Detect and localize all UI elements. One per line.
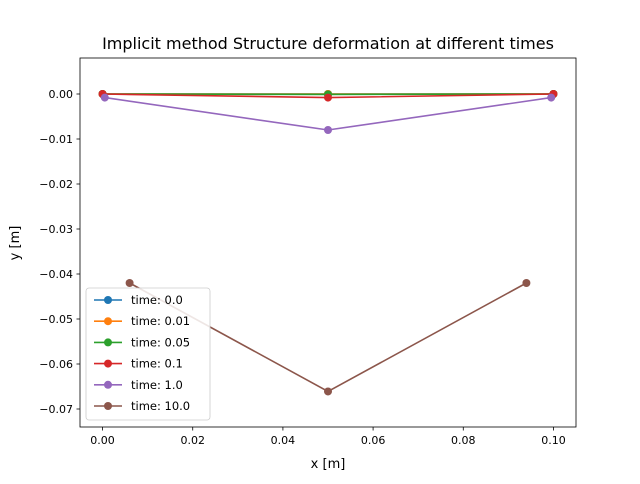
x-tick-label: 0.08 (451, 434, 476, 447)
y-tick-label: −0.03 (39, 223, 73, 236)
y-tick-label: −0.06 (39, 358, 73, 371)
y-tick-label: −0.07 (39, 403, 73, 416)
legend-label: time: 10.0 (131, 399, 190, 413)
legend-label: time: 0.1 (131, 357, 183, 371)
y-axis-label: y [m] (8, 226, 23, 261)
data-point-5-2 (522, 279, 530, 287)
x-tick-label: 0.10 (541, 434, 566, 447)
legend-marker-3 (104, 360, 112, 368)
data-point-3-1 (324, 94, 332, 102)
data-point-5-0 (126, 279, 134, 287)
legend-marker-2 (104, 338, 112, 346)
y-tick-label: 0.00 (49, 88, 74, 101)
y-tick-label: −0.04 (39, 268, 73, 281)
data-point-5-1 (324, 387, 332, 395)
chart-title: Implicit method Structure deformation at… (102, 34, 554, 53)
legend-marker-4 (104, 381, 112, 389)
y-tick-label: −0.02 (39, 178, 73, 191)
data-point-4-2 (547, 94, 555, 102)
legend-label: time: 0.01 (131, 314, 190, 328)
y-tick-label: −0.05 (39, 313, 73, 326)
data-point-4-1 (324, 126, 332, 134)
x-axis-label: x [m] (311, 457, 346, 472)
legend-marker-5 (104, 402, 112, 410)
y-tick-label: −0.01 (39, 133, 73, 146)
x-tick-label: 0.02 (180, 434, 205, 447)
x-tick-label: 0.06 (361, 434, 386, 447)
legend-marker-1 (104, 317, 112, 325)
x-tick-label: 0.00 (90, 434, 115, 447)
legend-label: time: 1.0 (131, 378, 183, 392)
legend-label: time: 0.05 (131, 335, 190, 349)
legend-label: time: 0.0 (131, 293, 183, 307)
legend-marker-0 (104, 296, 112, 304)
data-point-4-0 (101, 94, 109, 102)
x-tick-label: 0.04 (271, 434, 296, 447)
